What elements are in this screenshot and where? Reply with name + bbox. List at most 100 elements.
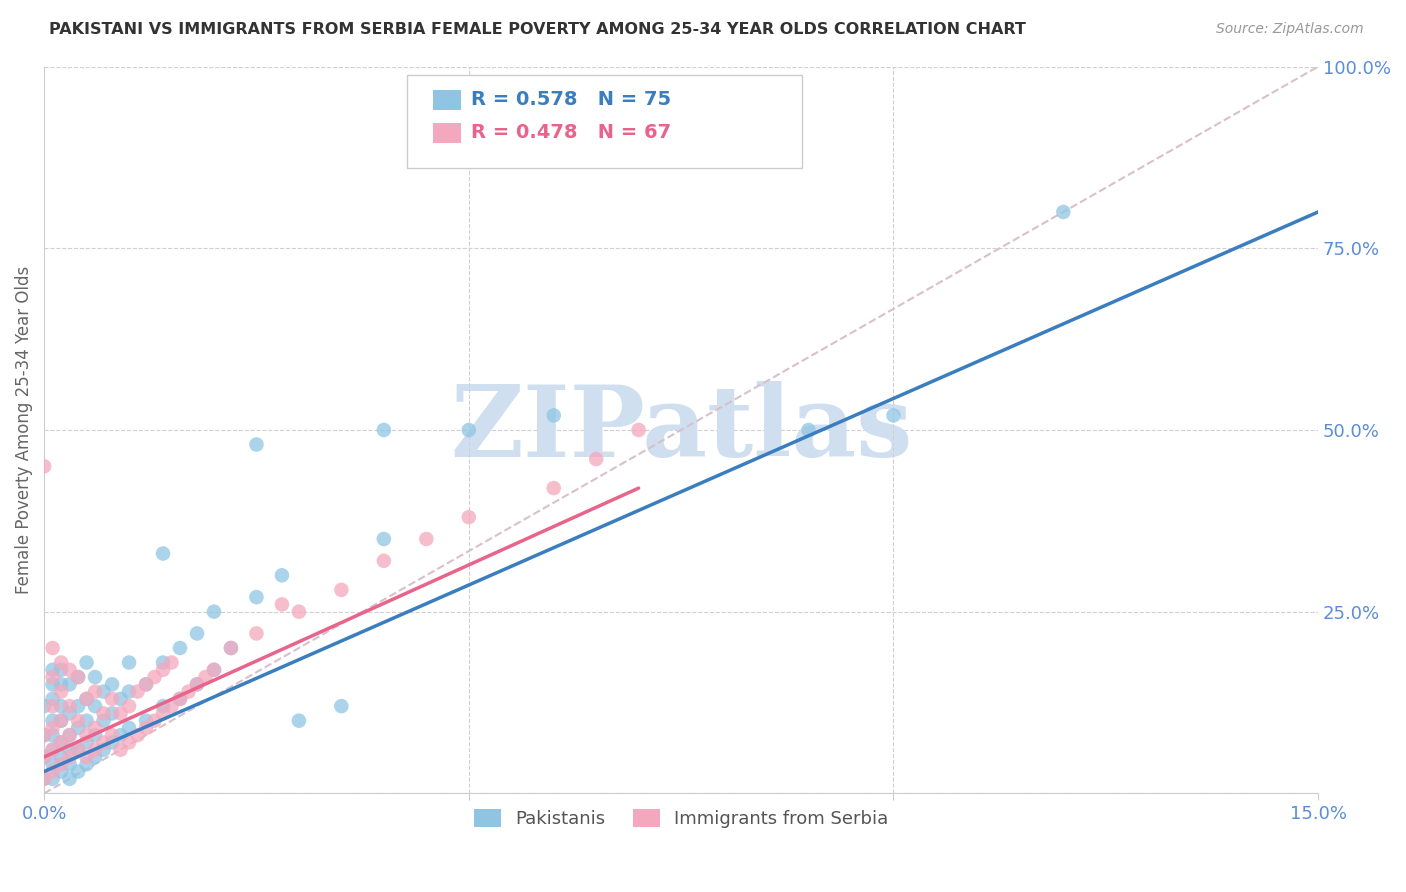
Point (101, 735, 124, 749)
Point (49, 699, 72, 714)
Point (169, 640, 191, 655)
Point (152, 663, 174, 677)
Point (101, 691, 124, 706)
Point (457, 510, 479, 524)
Point (76, 691, 98, 706)
Point (67, 699, 90, 714)
Point (67, 721, 90, 735)
Point (49, 656, 72, 670)
Text: ZIPatlas: ZIPatlas (450, 382, 912, 478)
Point (627, 423, 650, 437)
Text: R = 0.578   N = 75: R = 0.578 N = 75 (471, 90, 671, 109)
Point (135, 677, 157, 691)
Point (118, 656, 141, 670)
Point (169, 691, 191, 706)
Point (101, 706, 124, 721)
Point (32, 772, 55, 786)
Point (135, 677, 157, 691)
Point (101, 677, 124, 691)
Point (41, 640, 63, 655)
Point (118, 684, 141, 698)
Point (797, 423, 820, 437)
Point (152, 547, 174, 561)
Point (67, 764, 90, 779)
Point (543, 481, 565, 495)
Point (49, 764, 72, 779)
Point (194, 670, 217, 684)
Text: R = 0.478   N = 67: R = 0.478 N = 67 (471, 123, 671, 143)
Point (49, 714, 72, 728)
Point (543, 409, 565, 423)
Point (160, 699, 183, 714)
Point (67, 670, 90, 684)
Point (93, 684, 115, 698)
Point (219, 640, 242, 655)
Point (58, 750, 80, 764)
Point (49, 714, 72, 728)
Point (41, 714, 63, 728)
Point (76, 656, 98, 670)
Point (457, 423, 479, 437)
Point (373, 532, 395, 546)
Point (76, 757, 98, 772)
Point (41, 691, 63, 706)
Point (41, 772, 63, 786)
Point (58, 728, 80, 742)
Point (202, 663, 225, 677)
Point (135, 714, 157, 728)
Point (49, 735, 72, 749)
Point (219, 640, 242, 655)
Point (330, 582, 353, 597)
Point (67, 743, 90, 757)
Point (271, 598, 294, 612)
Point (245, 590, 267, 604)
Point (93, 706, 115, 721)
Point (127, 684, 149, 698)
Point (76, 750, 98, 764)
Point (245, 626, 267, 640)
Point (41, 677, 63, 691)
Point (110, 706, 132, 721)
Point (76, 714, 98, 728)
Point (118, 735, 141, 749)
Point (110, 728, 132, 742)
Point (177, 684, 200, 698)
Point (49, 677, 72, 691)
Point (32, 750, 55, 764)
Point (288, 605, 311, 619)
Point (152, 699, 174, 714)
Point (271, 568, 294, 582)
Point (58, 757, 80, 772)
Point (84, 670, 107, 684)
Point (84, 750, 107, 764)
Point (882, 409, 904, 423)
Point (41, 663, 63, 677)
Point (41, 721, 63, 735)
Point (118, 699, 141, 714)
Point (41, 764, 63, 779)
Point (58, 706, 80, 721)
Point (67, 670, 90, 684)
FancyBboxPatch shape (433, 90, 461, 111)
Point (288, 714, 311, 728)
Point (32, 459, 55, 474)
Point (49, 750, 72, 764)
Point (186, 677, 208, 691)
Point (41, 743, 63, 757)
Point (49, 663, 72, 677)
Point (143, 670, 166, 684)
Point (245, 437, 267, 451)
Point (110, 691, 132, 706)
Point (330, 699, 353, 714)
Point (76, 691, 98, 706)
Point (67, 714, 90, 728)
Point (101, 728, 124, 742)
Point (202, 663, 225, 677)
Point (135, 721, 157, 735)
Point (32, 750, 55, 764)
FancyBboxPatch shape (433, 122, 461, 143)
Point (58, 743, 80, 757)
Point (58, 663, 80, 677)
Point (32, 699, 55, 714)
Point (49, 735, 72, 749)
